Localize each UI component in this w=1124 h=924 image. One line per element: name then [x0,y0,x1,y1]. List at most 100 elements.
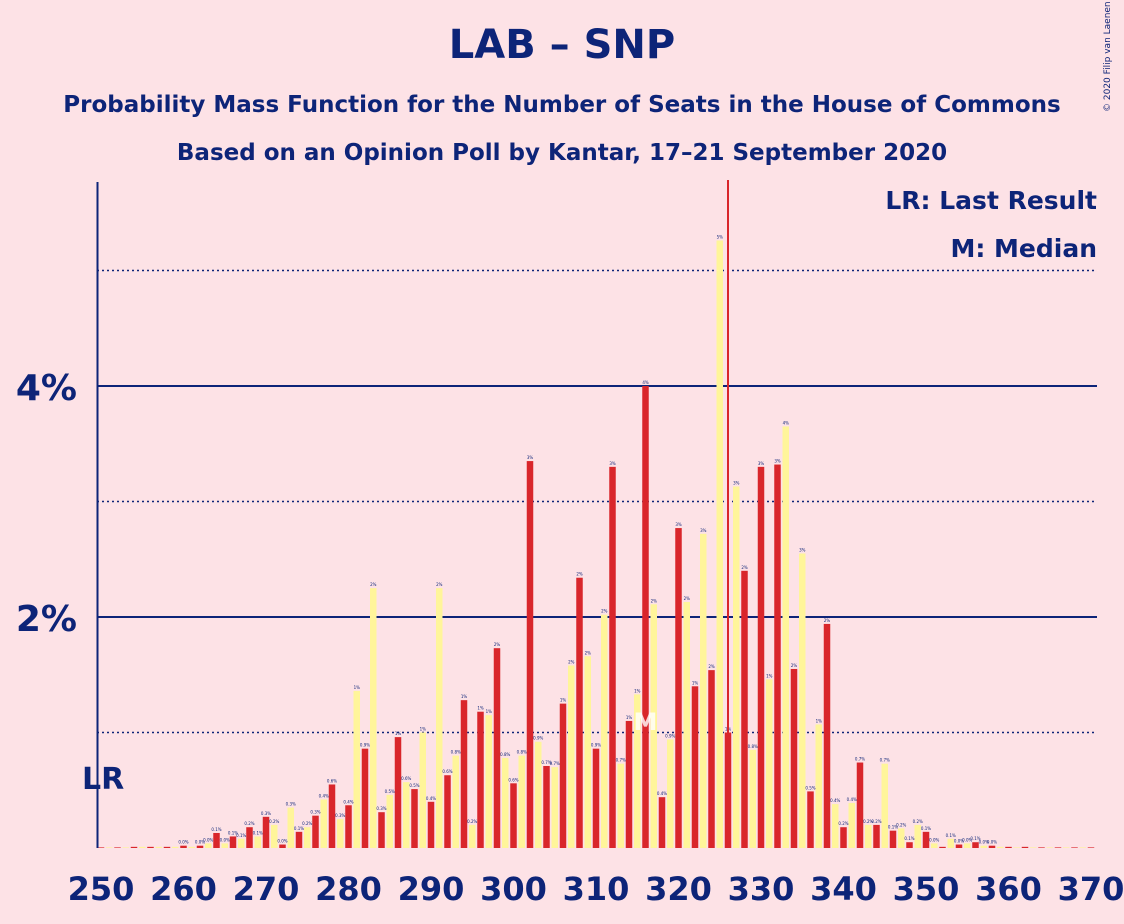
data-label-seat-282: 0.9% [360,743,370,748]
bar-seat-347 [898,828,905,848]
y-tick-label: 4% [16,368,77,409]
bar-seat-358 [988,845,996,848]
bar-seat-297 [485,715,492,848]
bar-seat-251 [106,847,113,848]
bar-seat-277 [320,799,327,848]
bar-seat-287 [403,782,410,848]
bar-seat-342 [856,762,864,848]
data-label-seat-300: 0.6% [508,777,518,782]
bar-seat-296 [477,711,484,848]
data-label-seat-298: 2% [494,642,501,647]
data-label-seat-314: 1% [626,715,633,720]
bar-seat-300 [510,783,517,848]
bar-seat-353 [947,838,954,848]
data-label-seat-356: 0.1% [970,836,980,841]
bar-seat-327 [733,486,740,848]
bar-seat-314 [625,720,633,848]
data-label-seat-293: 0.8% [451,750,461,755]
bar-seat-255 [139,846,146,848]
bar-seat-301 [518,755,525,848]
bar-seat-368 [1071,847,1078,848]
data-label-seat-292: 0.6% [442,769,452,774]
data-label-seat-353: 0.1% [946,833,956,838]
data-label-seat-321: 2% [684,596,691,601]
data-label-seat-270: 0.3% [261,811,271,816]
bar-seat-263 [205,843,212,848]
bar-seat-280 [345,805,352,848]
x-tick-label: 340 [810,870,877,908]
x-tick-label: 260 [150,870,217,908]
data-label-seat-325: 5% [717,234,724,239]
data-label-seat-317: 2% [651,598,658,603]
data-label-seat-322: 1% [692,680,699,685]
x-tick-label: 280 [315,870,382,908]
x-tick-label: 320 [645,870,712,908]
bar-seat-252 [114,847,121,848]
data-label-seat-299: 0.8% [500,752,510,757]
bar-seat-260 [180,845,187,848]
bar-seat-357 [980,845,987,848]
bar-seat-273 [287,807,294,848]
data-label-seat-278: 0.6% [327,778,337,783]
data-label-seat-303: 0.9% [533,736,543,741]
data-label-seat-355: 0.0% [962,837,972,842]
data-label-seat-302: 3% [527,455,534,460]
x-tick-label: 350 [893,870,960,908]
bar-seat-256 [147,846,154,848]
bar-seat-254 [130,846,138,848]
bar-seat-367 [1063,847,1070,848]
x-tick-label: 310 [563,870,630,908]
legend-last-result: LR: Last Result [885,186,1097,215]
data-label-seat-281: 1% [354,685,361,690]
x-tick-label: 250 [68,870,135,908]
bar-seat-305 [551,767,558,848]
bar-seat-313 [617,763,624,848]
data-label-seat-343: 0.2% [863,819,873,824]
data-label-seat-312: 3% [609,461,616,466]
bar-seat-274 [295,831,303,848]
data-label-seat-297: 1% [486,709,493,714]
data-label-seat-289: 1% [420,727,427,732]
bar-seat-333 [782,426,789,848]
bar-seat-253 [122,847,129,848]
data-label-seat-339: 0.4% [830,798,840,803]
data-label-seat-295: 0.2% [467,819,477,824]
bar-seat-268 [246,827,253,848]
bar-seat-365 [1046,847,1053,848]
bar-seat-298 [493,648,501,848]
bar-seat-310 [592,748,600,848]
data-label-seat-275: 0.2% [302,821,312,826]
data-label-seat-296: 1% [477,706,484,711]
data-label-seat-266: 0.1% [228,830,238,835]
bar-seat-284 [378,812,385,848]
bar-seat-292 [444,775,451,848]
bar-seat-331 [766,679,773,848]
bar-seat-288 [411,789,418,848]
data-label-seat-358: 0.0% [987,840,997,845]
data-label-seat-336: 0.5% [805,785,815,790]
data-label-seat-304: 0.7% [541,760,551,765]
bar-seat-360 [1005,846,1012,848]
bar-seat-290 [427,801,435,848]
chart-title: LAB – SNP [448,22,676,68]
bar-seat-364 [1038,847,1045,848]
bar-seat-270 [262,816,270,848]
x-tick-label: 330 [728,870,795,908]
bar-seat-363 [1030,847,1037,848]
data-label-seat-333: 4% [783,420,790,425]
bar-seat-354 [955,844,963,848]
data-label-seat-347: 0.2% [896,822,906,827]
data-label-seat-351: 0.0% [929,837,939,842]
bar-seat-356 [972,842,979,848]
bar-seat-359 [997,846,1004,848]
bar-seat-258 [163,846,171,848]
bar-seat-330 [757,466,765,848]
data-label-seat-354: 0.0% [954,839,964,844]
data-label-seat-318: 0.4% [657,791,667,796]
bar-seat-329 [749,749,756,848]
median-label: M [634,708,658,736]
bar-seat-315 [634,694,641,848]
bar-seat-294 [460,700,468,848]
data-label-seat-330: 3% [758,461,765,466]
data-label-seat-262: 0.0% [195,840,205,845]
